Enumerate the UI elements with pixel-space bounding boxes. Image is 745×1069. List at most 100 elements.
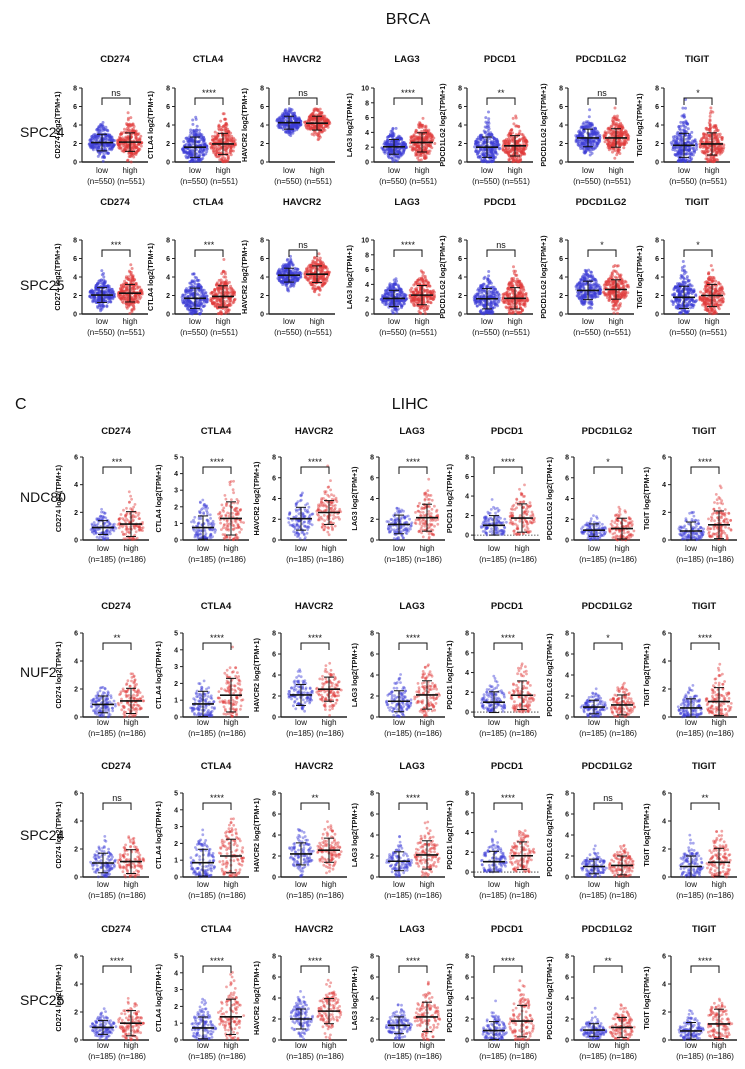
data-point-low [297, 117, 301, 121]
y-tick-label: 6 [260, 256, 264, 263]
data-point-low [584, 138, 588, 142]
y-tick-label: 4 [260, 123, 264, 130]
data-point-low [294, 268, 298, 272]
data-point-high [311, 287, 315, 291]
data-point-high [419, 158, 423, 162]
data-point-low [98, 128, 102, 132]
data-point-high [423, 129, 426, 133]
data-point-low [595, 144, 599, 148]
x-tick-label: high [704, 166, 719, 175]
data-point-high [225, 299, 229, 303]
data-point-high [208, 142, 212, 146]
data-point-low [679, 128, 682, 132]
data-point-low [198, 131, 202, 135]
data-point-low [481, 149, 485, 153]
data-point-low [283, 269, 287, 272]
data-point-low [103, 290, 107, 294]
data-point-high [218, 148, 221, 152]
n-label: (n=551) [117, 177, 145, 186]
x-tick-label: high [215, 317, 230, 326]
data-point-high [618, 139, 622, 143]
data-point-high [223, 280, 227, 284]
data-point-high [708, 127, 711, 131]
y-tick-label: 0 [559, 160, 563, 167]
dots-high [408, 116, 437, 162]
data-point-high [215, 283, 218, 287]
data-point-low [205, 294, 209, 298]
data-point-low [686, 122, 690, 126]
data-point-low [290, 278, 294, 282]
data-point-high [707, 134, 711, 138]
data-point-low [296, 278, 300, 282]
data-point-low [96, 154, 100, 158]
y-tick-label: 4 [365, 130, 369, 137]
y-tick-label: 2 [260, 141, 264, 148]
n-label: (n=551) [409, 177, 437, 186]
data-point-high [116, 138, 120, 142]
n-label: (n=550) [274, 177, 302, 186]
y-tick-label: 0 [73, 312, 77, 319]
data-point-high [507, 159, 511, 162]
data-point-high [230, 134, 234, 138]
data-point-low [203, 143, 207, 146]
y-axis-label: PDCD1LG2 log2(TPM+1) [438, 83, 447, 167]
data-point-low [400, 304, 403, 308]
data-point-high [227, 138, 231, 142]
data-point-high [131, 286, 135, 290]
data-point-low [386, 291, 390, 295]
data-point-high [313, 261, 317, 265]
data-point-low [97, 279, 101, 283]
data-point-high [224, 117, 228, 121]
n-label: (n=550) [669, 177, 697, 186]
data-point-low [478, 154, 482, 158]
data-point-high [320, 266, 323, 270]
data-point-low [194, 117, 198, 121]
data-point-low [284, 129, 288, 133]
data-point-high [122, 130, 126, 134]
data-point-high [510, 128, 514, 132]
x-tick-label: low [96, 317, 108, 326]
data-point-low [583, 129, 587, 133]
data-point-high [126, 158, 130, 162]
n-label: (n=551) [699, 177, 727, 186]
data-point-high [710, 160, 714, 164]
data-point-low [388, 284, 392, 288]
data-point-low [394, 126, 398, 130]
y-tick-label: 6 [73, 104, 77, 111]
data-point-high [717, 140, 721, 144]
panel-title: PDCD1 [484, 54, 517, 65]
data-point-high [139, 288, 143, 292]
data-point-high [430, 135, 434, 139]
data-point-high [413, 142, 417, 146]
y-tick-label: 2 [655, 141, 659, 148]
panel-title: LAG3 [394, 54, 419, 65]
data-point-low [190, 310, 194, 314]
data-point-high [215, 146, 219, 150]
data-point-low [187, 152, 190, 156]
data-point-high [711, 125, 715, 129]
data-point-low [103, 296, 107, 300]
data-point-low [108, 147, 112, 151]
data-point-low [107, 297, 111, 301]
data-point-high [423, 153, 427, 157]
y-axis-label: LAG3 log2(TPM+1) [345, 244, 354, 309]
data-point-low [277, 267, 281, 271]
data-point-high [508, 132, 512, 136]
data-point-high [517, 125, 521, 129]
data-point-low [109, 300, 113, 304]
data-point-low [299, 120, 303, 123]
dots-high [208, 112, 238, 164]
data-point-high [700, 137, 704, 140]
data-point-low [680, 114, 684, 118]
n-label: (n=551) [603, 177, 631, 186]
data-point-high [130, 267, 134, 270]
data-point-high [126, 118, 130, 122]
data-point-high [132, 304, 135, 308]
data-point-high [137, 147, 141, 151]
data-point-low [392, 278, 396, 282]
data-point-high [518, 159, 522, 163]
data-point-high [707, 121, 711, 125]
